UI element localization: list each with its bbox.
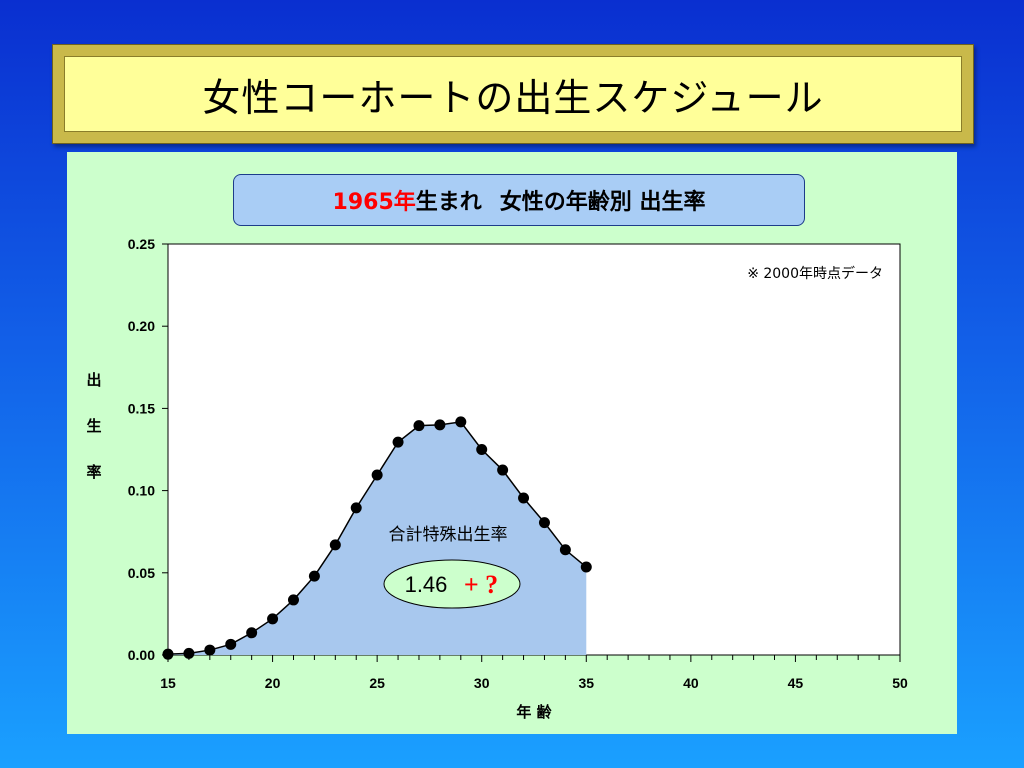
x-tick-label: 15: [160, 675, 176, 691]
x-axis-title: 年 齢: [516, 703, 552, 721]
data-point: [497, 464, 509, 476]
title-box: 女性コーホートの出生スケジュール: [64, 56, 962, 132]
chart-subtitle: 1965年 生まれ 女性の年齢別 出生率: [233, 174, 805, 226]
x-tick-label: 20: [265, 675, 281, 691]
data-point: [162, 648, 174, 660]
y-tick-label: 0.20: [128, 318, 155, 334]
subtitle-rest: 生まれ: [415, 190, 482, 215]
data-point: [392, 436, 404, 448]
data-point: [434, 419, 446, 431]
data-point: [246, 627, 258, 639]
data-point: [538, 517, 550, 529]
subtitle-rest2: 女性の年齢別 出生率: [499, 190, 706, 215]
data-point: [518, 492, 530, 504]
data-point: [350, 502, 362, 514]
data-point: [329, 539, 341, 551]
tfr-value: 1.46: [405, 572, 448, 597]
tfr-label: 合計特殊出生率: [389, 525, 508, 545]
x-tick-label: 50: [892, 675, 908, 691]
x-tick-label: 40: [683, 675, 699, 691]
title-frame: 女性コーホートの出生スケジュール: [52, 44, 974, 144]
tfr-ellipse: [383, 559, 521, 609]
y-tick-label: 0.00: [128, 647, 155, 663]
data-point: [413, 420, 425, 432]
data-point: [287, 594, 299, 606]
data-point: [559, 544, 571, 556]
data-point: [476, 444, 488, 455]
y-tick-label: 0.05: [128, 565, 155, 581]
x-tick-label: 25: [369, 675, 385, 691]
data-note: ※ 2000年時点データ: [747, 265, 883, 282]
data-point: [580, 561, 592, 573]
data-point: [308, 570, 320, 582]
x-tick-label: 30: [474, 675, 490, 691]
y-tick-label: 0.10: [128, 483, 155, 499]
data-point: [371, 469, 383, 481]
y-tick-label: 0.25: [128, 236, 155, 252]
slide-title: 女性コーホートの出生スケジュール: [202, 75, 824, 120]
x-tick-label: 35: [578, 675, 594, 691]
data-point: [225, 638, 237, 650]
x-tick-label: 45: [788, 675, 804, 691]
data-point: [204, 644, 216, 656]
subtitle-year: 1965年: [332, 190, 416, 215]
tfr-suffix: + ?: [464, 570, 498, 599]
y-axis-title: 出生率: [86, 371, 101, 481]
data-point: [455, 416, 467, 428]
data-point: [267, 613, 279, 625]
data-point: [183, 647, 195, 659]
y-tick-label: 0.15: [128, 400, 155, 416]
